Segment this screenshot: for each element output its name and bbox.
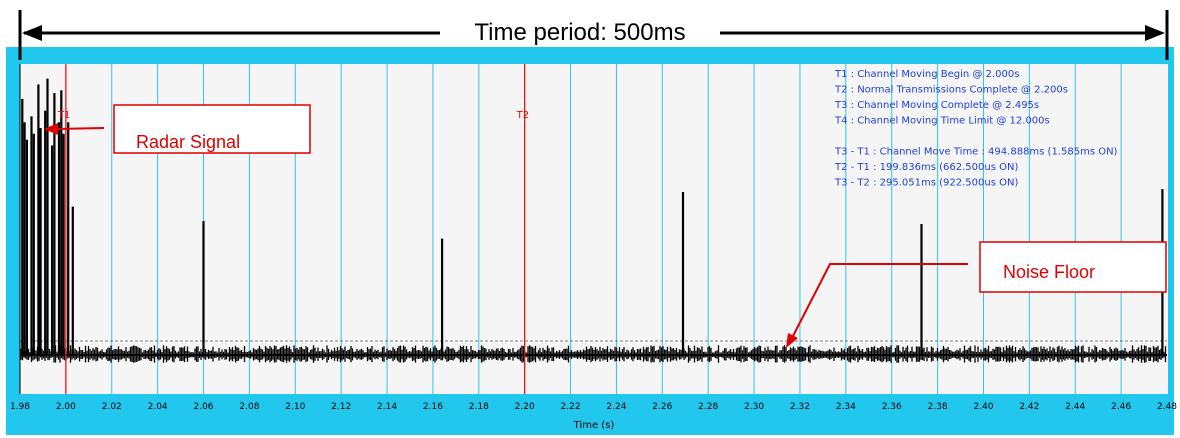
radar-callout-arrow — [55, 127, 105, 130]
x-tick-label: 2.16 — [423, 402, 443, 412]
annotation-line: T1 : Channel Moving Begin @ 2.000s — [834, 69, 1019, 80]
annotation-line: T4 : Channel Moving Time Limit @ 12.000s — [834, 116, 1050, 127]
radar-callout-arrowhead — [44, 123, 58, 135]
x-tick-labels: 1.98 2.00 2.02 2.04 2.06 2.08 2.10 2.12 2.14 2.16… — [10, 402, 1177, 412]
x-tick-label: 2.12 — [331, 402, 351, 412]
noise-callout-arrow — [791, 263, 968, 339]
x-tick-label: 2.36 — [882, 402, 902, 412]
x-tick-label: 2.00 — [56, 402, 76, 412]
marker-label-t2: T2 — [516, 110, 529, 121]
x-tick-label: 2.38 — [928, 402, 948, 412]
x-tick-label: 2.08 — [239, 402, 259, 412]
radar-callout-box — [113, 104, 311, 154]
noise-callout-arrowhead — [786, 333, 798, 348]
chart-title: Time period: 500ms — [474, 19, 685, 46]
annotation-line: T3 - T2 : 295.051ms (922.500us ON) — [834, 178, 1018, 189]
radar-callout-label: Radar Signal — [136, 132, 240, 152]
annotation-line: T2 : Normal Transmissions Complete @ 2.2… — [834, 85, 1068, 96]
marker-label-t1: T1 — [57, 110, 70, 121]
x-tick-label: 2.10 — [285, 402, 305, 412]
x-tick-label: 2.32 — [790, 402, 810, 412]
x-axis-label: Time (s) — [573, 420, 615, 431]
annotation-line: T3 - T1 : Channel Move Time : 494.888ms … — [834, 147, 1118, 158]
x-tick-label: 1.98 — [10, 402, 30, 412]
x-tick-label: 2.46 — [1111, 402, 1131, 412]
x-tick-label: 2.18 — [469, 402, 489, 412]
noise-floor-trace — [20, 345, 1167, 363]
x-tick-label: 2.34 — [836, 402, 856, 412]
x-tick-label: 2.44 — [1065, 402, 1085, 412]
x-tick-label: 2.14 — [377, 402, 397, 412]
x-tick-label: 2.26 — [652, 402, 672, 412]
time-markers: T1 T2 — [57, 64, 529, 394]
annotation-line: T3 : Channel Moving Complete @ 2.495s — [834, 100, 1039, 111]
annotation-line: T2 - T1 : 199.836ms (662.500us ON) — [834, 162, 1018, 173]
signal-spikes — [19, 64, 1164, 394]
title-arrow-right-head — [1145, 25, 1165, 41]
noise-callout-box — [979, 241, 1167, 293]
title-arrow-left-head — [22, 25, 42, 41]
noise-callout-label: Noise Floor — [1003, 262, 1095, 282]
x-tick-label: 2.24 — [606, 402, 626, 412]
timing-annotations: T1 : Channel Moving Begin @ 2.000s T2 : N… — [834, 69, 1118, 189]
x-tick-label: 2.06 — [193, 402, 213, 412]
x-tick-label: 2.40 — [973, 402, 993, 412]
x-tick-label: 2.30 — [744, 402, 764, 412]
x-tick-label: 2.02 — [102, 402, 122, 412]
x-tick-label: 2.04 — [148, 402, 168, 412]
x-tick-label: 2.42 — [1019, 402, 1039, 412]
x-tick-label: 2.20 — [515, 402, 535, 412]
x-tick-label: 2.22 — [561, 402, 581, 412]
x-tick-label: 2.48 — [1157, 402, 1177, 412]
x-tick-label: 2.28 — [698, 402, 718, 412]
